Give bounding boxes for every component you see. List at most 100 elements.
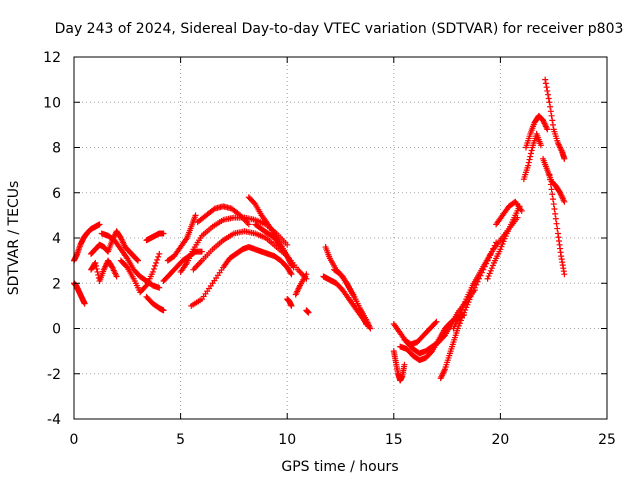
data-point-interp	[549, 121, 556, 128]
series-trace-ah	[542, 76, 568, 162]
data-point	[367, 325, 374, 332]
data-point-interp	[456, 320, 463, 327]
data-points	[71, 76, 568, 384]
data-point	[113, 273, 120, 280]
y-tick-label: 8	[52, 141, 61, 157]
y-axis-label: SDTVAR / TECUs	[6, 181, 22, 296]
data-point	[192, 212, 199, 219]
data-point	[550, 201, 557, 208]
series-trace-af	[522, 112, 551, 151]
data-point-interp	[548, 112, 555, 119]
data-point-interp	[457, 309, 464, 316]
data-point-interp	[553, 220, 560, 227]
data-point	[561, 198, 568, 205]
data-point	[134, 257, 141, 264]
series-trace-ad	[493, 198, 525, 228]
data-point-interp	[489, 262, 496, 269]
data-point-interp	[549, 191, 556, 198]
data-point	[303, 271, 310, 278]
data-point-interp	[155, 253, 162, 260]
x-tick-label: 10	[278, 432, 296, 448]
series-trace-ae	[520, 130, 544, 183]
data-point-interp	[459, 314, 466, 321]
data-point-interp	[554, 225, 561, 232]
data-point-interp	[470, 287, 477, 294]
y-tick-label: 4	[52, 231, 61, 247]
data-point	[401, 361, 408, 368]
data-point	[433, 318, 440, 325]
chart-title: Day 243 of 2024, Sidereal Day-to-day VTE…	[55, 21, 624, 37]
series-trace-r	[292, 271, 310, 298]
data-point-interp	[549, 117, 556, 124]
data-point-interp	[547, 176, 554, 183]
data-point-interp	[544, 87, 551, 94]
data-point	[284, 241, 291, 248]
data-point-interp	[432, 319, 439, 326]
data-point-interp	[134, 256, 141, 263]
data-point	[149, 268, 156, 275]
data-point-interp	[525, 159, 532, 166]
data-point-interp	[526, 156, 533, 163]
data-point-interp	[94, 268, 101, 275]
series-trace-f	[117, 250, 163, 296]
series-trace-j	[164, 212, 199, 264]
data-point-interp	[150, 265, 157, 272]
series-trace-h	[143, 230, 167, 244]
data-point	[518, 207, 525, 214]
data-point	[456, 311, 463, 318]
data-point-interp	[154, 256, 161, 263]
series-trace-b	[71, 221, 103, 264]
data-point-interp	[487, 267, 494, 274]
data-point-interp	[460, 304, 467, 311]
y-tick-label: 2	[52, 276, 61, 292]
data-point	[96, 221, 103, 228]
series-trace-w	[390, 348, 408, 384]
data-point-interp	[502, 233, 509, 240]
data-point	[305, 309, 312, 316]
data-point	[525, 162, 532, 169]
series-trace-l	[188, 244, 295, 309]
series-trace-g	[143, 293, 167, 314]
data-point-interp	[549, 196, 556, 203]
y-tick-label: 12	[43, 50, 61, 66]
data-point-interp	[500, 238, 507, 245]
data-point	[156, 284, 163, 291]
x-tick-label: 20	[491, 432, 509, 448]
data-point-interp	[543, 84, 550, 91]
data-point-interp	[547, 181, 554, 188]
y-tick-label: -4	[47, 412, 61, 428]
axis-ticks: 0 5 10 15 20 25 -4 -2 0 2 4 6 8 10 12	[43, 50, 616, 448]
data-point	[81, 300, 88, 307]
series-trace-i	[160, 248, 205, 284]
series-trace-n	[194, 203, 252, 228]
series-trace-q	[284, 296, 295, 309]
data-point-interp	[501, 235, 508, 242]
data-point-interp	[152, 262, 159, 269]
data-point-interp	[528, 147, 535, 154]
data-point-interp	[459, 306, 466, 313]
data-point	[542, 76, 549, 83]
series-trace-s	[303, 307, 312, 316]
data-point	[288, 271, 295, 278]
y-tick-label: -2	[47, 367, 61, 383]
data-point-interp	[287, 270, 294, 277]
y-tick-label: 6	[52, 186, 61, 202]
data-point-interp	[488, 265, 495, 272]
data-point-interp	[461, 301, 468, 308]
data-point-interp	[527, 150, 534, 157]
y-tick-label: 10	[43, 95, 61, 111]
data-point	[160, 307, 167, 314]
data-point	[544, 126, 551, 133]
data-point	[288, 262, 295, 269]
data-point-interp	[123, 263, 130, 270]
series-trace-z	[401, 318, 440, 348]
data-point	[156, 250, 163, 257]
data-point-interp	[547, 108, 554, 115]
data-point	[92, 259, 99, 266]
data-point-interp	[499, 241, 506, 248]
data-point-interp	[552, 215, 559, 222]
data-point-interp	[551, 205, 558, 212]
data-point-interp	[545, 95, 552, 102]
data-point-interp	[547, 103, 554, 110]
